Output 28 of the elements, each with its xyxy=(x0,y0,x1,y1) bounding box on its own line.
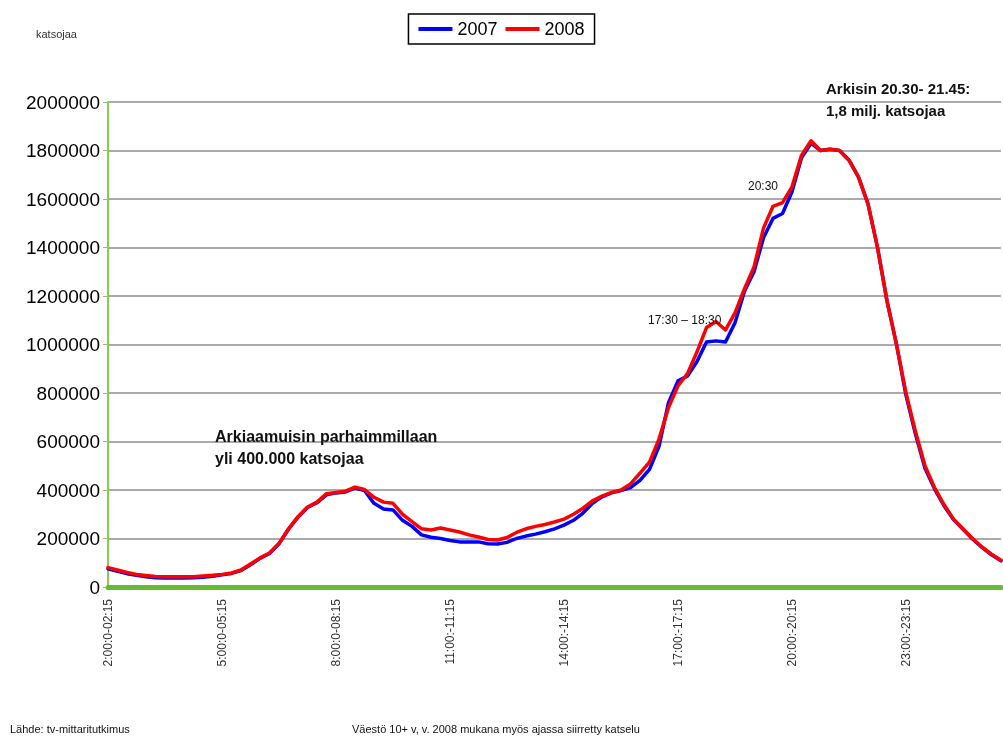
x-tick-label: 5:00:0-05:15 xyxy=(215,598,229,667)
legend-label: 2008 xyxy=(544,19,585,39)
y-tick-label: 1400000 xyxy=(26,237,100,258)
y-axis-title: katsojaa xyxy=(36,27,78,40)
x-tick-label: 14:00:-14:15 xyxy=(557,598,571,667)
y-tick-label: 1800000 xyxy=(26,140,100,161)
x-tick-label: 8:00:0-08:15 xyxy=(329,598,343,667)
x-tick-label: 20:00:-20:15 xyxy=(785,598,799,667)
x-tick-label: 2:00:0-02:15 xyxy=(101,598,115,667)
annotation: Arkisin 20.30- 21.45: 1,8 milj. katsojaa xyxy=(826,79,971,119)
text: Lähde: tv-mittaritutkimus xyxy=(10,723,131,735)
y-tick-label: 1200000 xyxy=(26,285,100,307)
y-tick-label: 0 xyxy=(89,576,100,598)
y-tick-label: 1600000 xyxy=(26,188,100,210)
annotation: 20:30 xyxy=(748,178,779,193)
x-tick-label: 11:00:-11:15 xyxy=(443,598,457,665)
y-tick-label: 2000000 xyxy=(26,91,100,113)
legend-label: 2007 xyxy=(457,19,498,39)
x-tick-label: 23:00:-23:15 xyxy=(899,598,913,667)
x-tick-label: 17:00:-17:15 xyxy=(671,598,685,667)
annotation: Arkiaamuisin parhaimmillaan yli 400.000 katsojaa xyxy=(215,427,438,467)
y-tick-label: 400000 xyxy=(36,479,100,501)
y-tick-label: 800000 xyxy=(36,382,100,404)
text: Väestö 10+ v, v. 2008 mukana myös ajassa siirretty katselu xyxy=(352,723,640,735)
y-tick-label: 1000000 xyxy=(26,334,100,355)
annotation: 17:30 – 18:30 xyxy=(648,312,722,327)
y-tick-label: 200000 xyxy=(36,528,100,549)
y-tick-label: 600000 xyxy=(36,431,100,452)
